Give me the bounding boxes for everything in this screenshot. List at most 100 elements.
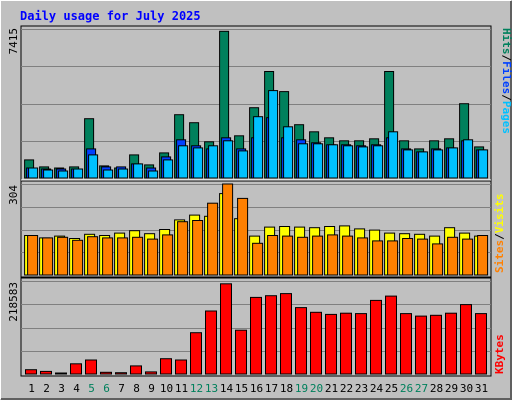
bar-kbytes-day-14 bbox=[220, 283, 232, 375]
bar-pages-day-20 bbox=[313, 143, 324, 179]
visits-sites-bars bbox=[24, 183, 489, 276]
day-label-23: 23 bbox=[355, 382, 368, 395]
bar-kbytes-day-20 bbox=[310, 311, 322, 375]
bar-sites-day-15 bbox=[237, 197, 249, 276]
bar-sites-day-26 bbox=[402, 238, 414, 276]
bar-sites-day-14 bbox=[222, 183, 234, 276]
bar-kbytes-day-17 bbox=[265, 295, 277, 375]
bar-kbytes-day-30 bbox=[460, 304, 472, 375]
day-label-26: 26 bbox=[400, 382, 413, 395]
day-label-22: 22 bbox=[340, 382, 353, 395]
bar-pages-day-29 bbox=[448, 147, 459, 179]
bar-sites-day-29 bbox=[447, 236, 459, 276]
bar-pages-day-31 bbox=[478, 149, 489, 179]
bar-sites-day-11 bbox=[177, 221, 189, 276]
bar-pages-day-2 bbox=[43, 169, 54, 179]
bar-kbytes-day-2 bbox=[40, 370, 52, 375]
day-labels: 1 2 3 4 5 6 7 8 9 10 11 12 13 14 15 16 17 18 19 20 21 22 23 24 2… bbox=[28, 382, 488, 395]
bar-sites-day-18 bbox=[282, 235, 294, 276]
bar-pages-day-6 bbox=[103, 169, 114, 179]
chart-title: Daily usage for July 2025 bbox=[20, 9, 201, 23]
bar-pages-day-17 bbox=[268, 90, 279, 179]
bar-pages-day-16 bbox=[253, 116, 264, 179]
bar-sites-day-2 bbox=[42, 237, 54, 276]
bar-sites-day-25 bbox=[387, 240, 399, 276]
bar-sites-day-17 bbox=[267, 235, 279, 276]
y-max-label-visits: 304 bbox=[7, 185, 20, 205]
day-label-5: 5 bbox=[88, 382, 95, 395]
bar-kbytes-day-15 bbox=[235, 329, 247, 375]
day-label-11: 11 bbox=[175, 382, 188, 395]
bar-sites-day-1 bbox=[27, 235, 39, 276]
bar-sites-day-8 bbox=[132, 236, 144, 276]
bar-kbytes-day-4 bbox=[70, 363, 82, 375]
day-label-25: 25 bbox=[385, 382, 398, 395]
bar-kbytes-day-1 bbox=[25, 369, 37, 375]
bar-kbytes-day-27 bbox=[415, 315, 427, 375]
bar-kbytes-day-28 bbox=[430, 314, 442, 375]
day-label-1: 1 bbox=[28, 382, 35, 395]
bar-sites-day-5 bbox=[87, 236, 99, 276]
bar-pages-day-13 bbox=[208, 145, 219, 179]
bar-kbytes-day-22 bbox=[340, 312, 352, 375]
bar-kbytes-day-3 bbox=[55, 372, 67, 375]
legend-sep-1: / bbox=[500, 55, 512, 62]
day-label-24: 24 bbox=[370, 382, 384, 395]
bar-pages-day-18 bbox=[283, 126, 294, 179]
bar-kbytes-day-7 bbox=[115, 372, 127, 375]
bar-pages-day-30 bbox=[463, 139, 474, 179]
day-label-4: 4 bbox=[73, 382, 80, 395]
legend-hits-files-pages: Hits/Files/Pages bbox=[500, 28, 512, 134]
legend-kbytes: KBytes bbox=[493, 334, 506, 374]
bar-pages-day-27 bbox=[418, 151, 429, 179]
bar-pages-day-23 bbox=[358, 146, 369, 179]
y-max-label-kbytes: 218583 bbox=[7, 282, 20, 322]
bar-sites-day-22 bbox=[342, 235, 354, 276]
bar-sites-day-30 bbox=[462, 238, 474, 276]
day-label-10: 10 bbox=[160, 382, 173, 395]
bar-kbytes-day-5 bbox=[85, 359, 97, 375]
day-label-21: 21 bbox=[325, 382, 338, 395]
day-label-14: 14 bbox=[220, 382, 234, 395]
day-label-9: 9 bbox=[148, 382, 155, 395]
bar-kbytes-day-8 bbox=[130, 365, 142, 375]
bar-pages-day-14 bbox=[223, 140, 234, 179]
bar-sites-day-6 bbox=[102, 237, 114, 276]
bar-sites-day-10 bbox=[162, 234, 174, 276]
bar-pages-day-5 bbox=[88, 154, 99, 179]
bar-pages-day-8 bbox=[133, 163, 144, 179]
day-label-7: 7 bbox=[118, 382, 125, 395]
bar-kbytes-day-21 bbox=[325, 313, 337, 375]
legend-hits: Hits bbox=[500, 28, 512, 55]
hits-files-pages-bars bbox=[24, 30, 489, 179]
legend-files: Files bbox=[500, 61, 512, 94]
bar-pages-day-24 bbox=[373, 145, 384, 179]
day-label-12: 12 bbox=[190, 382, 203, 395]
legend-sites: Sites bbox=[493, 240, 506, 273]
bar-pages-day-15 bbox=[238, 150, 249, 179]
bar-kbytes-day-12 bbox=[190, 332, 202, 375]
bar-pages-day-22 bbox=[343, 145, 354, 179]
day-label-20: 20 bbox=[310, 382, 323, 395]
bar-kbytes-day-24 bbox=[370, 299, 382, 375]
bar-sites-day-4 bbox=[72, 239, 84, 276]
bar-kbytes-day-13 bbox=[205, 310, 217, 375]
bar-kbytes-day-11 bbox=[175, 359, 187, 375]
day-label-30: 30 bbox=[460, 382, 473, 395]
bar-sites-day-20 bbox=[312, 235, 324, 276]
bar-kbytes-day-18 bbox=[280, 293, 292, 375]
legend-pages: Pages bbox=[500, 101, 512, 134]
bar-sites-day-7 bbox=[117, 237, 129, 276]
day-label-29: 29 bbox=[445, 382, 458, 395]
bar-sites-day-24 bbox=[372, 240, 384, 276]
bar-pages-day-28 bbox=[433, 149, 444, 179]
bar-pages-day-21 bbox=[328, 144, 339, 179]
bar-sites-day-28 bbox=[432, 243, 444, 276]
kbytes-bars bbox=[25, 283, 487, 375]
day-label-19: 19 bbox=[295, 382, 308, 395]
bar-kbytes-day-16 bbox=[250, 296, 262, 375]
day-label-6: 6 bbox=[103, 382, 110, 395]
day-label-8: 8 bbox=[133, 382, 140, 395]
